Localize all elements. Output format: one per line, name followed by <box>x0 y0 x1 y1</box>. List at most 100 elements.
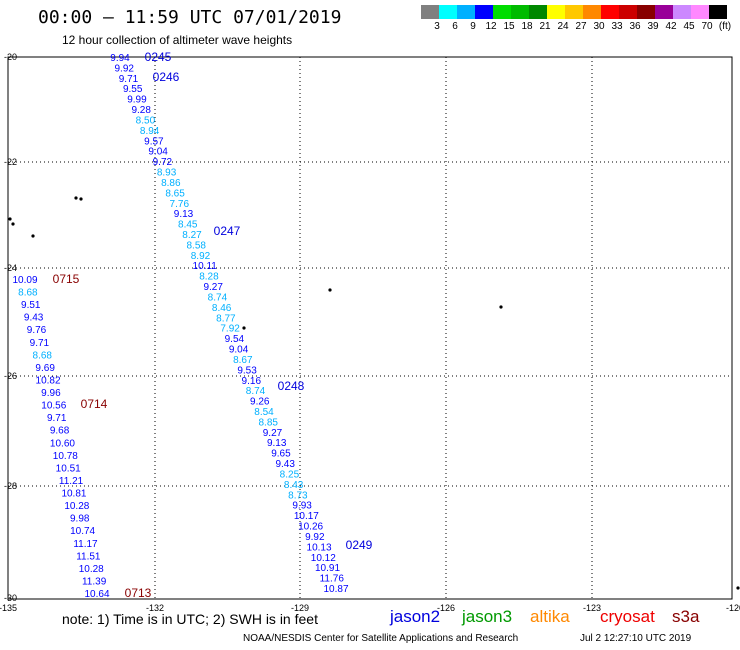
wave-height-value: 10.09 <box>12 275 37 286</box>
color-swatch <box>709 5 727 19</box>
credit-line: NOAA/NESDIS Center for Satellite Applica… <box>243 633 519 644</box>
wave-height-value: 8.94 <box>140 126 160 137</box>
wave-height-value: 9.51 <box>21 300 41 311</box>
color-swatch <box>493 5 511 19</box>
latitude-tick-label: -24 <box>4 263 17 273</box>
wave-height-value: 10.11 <box>193 261 218 272</box>
wave-height-value: 10.60 <box>50 438 75 449</box>
wave-height-value: 8.54 <box>254 407 274 418</box>
wave-height-value: 8.68 <box>18 288 38 299</box>
color-swatch <box>691 5 709 19</box>
wave-height-value: 10.64 <box>84 589 109 600</box>
wave-height-value: 10.87 <box>323 584 348 595</box>
longitude-tick-label: -126 <box>437 603 455 613</box>
wave-height-value: 9.43 <box>24 313 44 324</box>
units-note: note: 1) Time is in UTC; 2) SWH is in fe… <box>62 611 318 627</box>
longitude-tick-label: -129 <box>291 603 309 613</box>
island-marker <box>499 305 503 309</box>
color-scale-label: 6 <box>452 21 458 32</box>
color-swatch <box>601 5 619 19</box>
wave-height-value: 9.92 <box>305 532 325 543</box>
wave-height-value: 8.74 <box>246 386 266 397</box>
pass-time-label: 0248 <box>278 379 305 393</box>
wave-height-value: 8.74 <box>208 292 228 303</box>
pass-time-label: 0247 <box>214 224 241 238</box>
wave-height-value: 9.04 <box>229 345 249 356</box>
island-marker <box>736 586 740 590</box>
wave-height-value: 10.26 <box>298 522 323 533</box>
island-marker <box>242 326 246 330</box>
color-scale-label: 3 <box>434 21 440 32</box>
longitude-tick-label: -123 <box>583 603 601 613</box>
lat-lon-grid <box>8 57 732 599</box>
longitude-tick-label: -132 <box>146 603 164 613</box>
island-marker <box>328 288 332 292</box>
axis-ticks: -20 -22 -24 -26 -28 -30-135 -132 -129 -126 -123 -1… <box>0 52 740 613</box>
wave-height-value: 11.17 <box>73 539 98 550</box>
satellite-legend-jason3: jason3 <box>462 607 513 626</box>
pass-time-label: 0249 <box>346 538 373 552</box>
wave-height-value: 9.28 <box>131 105 151 116</box>
satellite-legend-s3a: s3a <box>672 607 700 626</box>
latitude-tick-label: -30 <box>4 593 17 603</box>
color-scale-label: 33 <box>611 21 623 32</box>
wave-height-value: 10.13 <box>307 542 332 553</box>
wave-height-value: 10.82 <box>36 375 61 386</box>
color-swatch <box>457 5 475 19</box>
wave-height-value: 8.77 <box>216 313 236 324</box>
longitude-tick-label: -120 <box>726 603 740 613</box>
color-scale-label: 21 <box>539 21 551 32</box>
color-scale-label: 15 <box>503 21 515 32</box>
wave-height-value: 8.27 <box>182 230 202 241</box>
wave-height-value: 10.17 <box>294 511 319 522</box>
wave-height-value: 9.69 <box>35 363 55 374</box>
color-swatch <box>421 5 439 19</box>
wave-height-value: 8.25 <box>280 469 300 480</box>
wave-height-value: 10.91 <box>315 563 340 574</box>
wave-height-value: 8.50 <box>136 115 156 126</box>
pass-time-label: 0245 <box>145 50 172 64</box>
wave-height-value: 7.76 <box>170 199 190 210</box>
generated-timestamp: Jul 2 12:27:10 UTC 2019 <box>580 633 692 644</box>
longitude-tick-label: -135 <box>0 603 17 613</box>
color-swatch <box>529 5 547 19</box>
wave-height-value: 8.67 <box>233 355 253 366</box>
wave-height-value: 9.65 <box>271 449 291 460</box>
wave-height-value: 11.76 <box>320 574 345 585</box>
island-marker <box>79 197 83 201</box>
island-marker <box>8 217 12 221</box>
color-swatch <box>565 5 583 19</box>
wave-height-value: 11.39 <box>82 576 107 587</box>
wave-height-value: 10.74 <box>70 526 95 537</box>
satellite-legend-altika: altika <box>530 607 570 626</box>
wave-height-value: 9.96 <box>41 388 61 399</box>
color-scale-label: 36 <box>629 21 641 32</box>
wave-height-value: 8.43 <box>284 480 304 491</box>
color-scale-label: 9 <box>470 21 476 32</box>
wave-height-value: 9.26 <box>250 397 270 408</box>
color-swatch <box>439 5 457 19</box>
wave-height-value: 8.68 <box>33 350 53 361</box>
satellite-legend-jason2: jason2 <box>390 607 441 626</box>
islands <box>8 196 740 590</box>
color-scale-label: 70 <box>701 21 713 32</box>
wave-height-value: 8.46 <box>212 303 232 314</box>
color-scale-label: 42 <box>665 21 677 32</box>
wave-height-value: 9.71 <box>47 413 67 424</box>
color-swatch <box>475 5 493 19</box>
wave-height-value: 9.57 <box>144 136 164 147</box>
chart-subtitle: 12 hour collection of altimeter wave hei… <box>62 33 293 47</box>
island-marker <box>74 196 78 200</box>
satellite-track-jason3: 9.949.929.719.559.999.288.508.949.579.04… <box>110 53 349 595</box>
map-frame <box>7 56 733 600</box>
color-scale-bar <box>421 5 727 19</box>
wave-height-value: 9.71 <box>119 74 139 85</box>
wave-height-value: 9.13 <box>174 209 194 220</box>
wave-height-value: 10.56 <box>41 401 66 412</box>
wave-height-value: 8.28 <box>199 272 219 283</box>
wave-height-value: 10.81 <box>61 489 86 500</box>
latitude-tick-label: -28 <box>4 481 17 491</box>
wave-height-value: 9.71 <box>30 338 50 349</box>
wave-height-value: 9.27 <box>263 428 283 439</box>
